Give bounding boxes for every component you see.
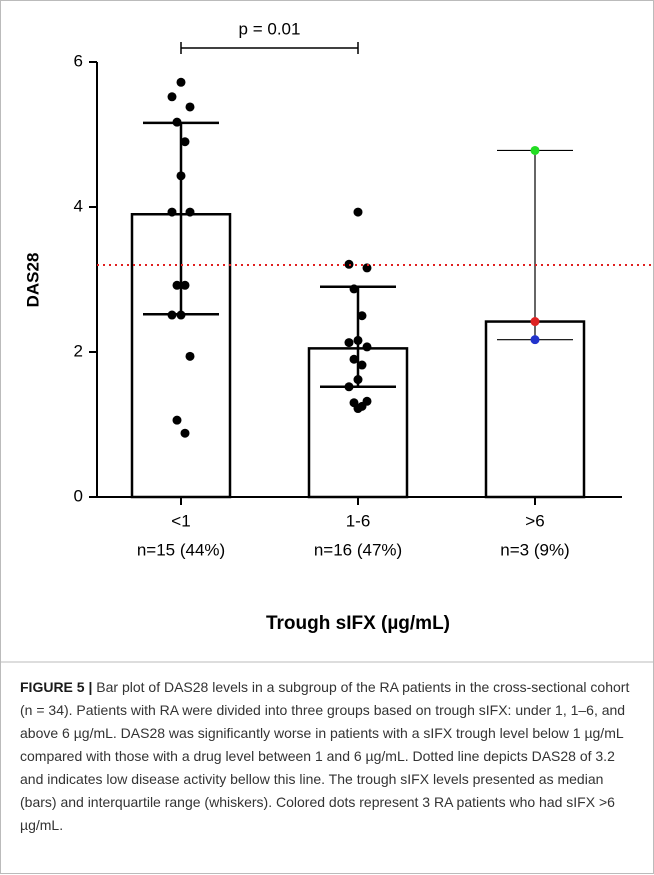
data-point <box>167 310 177 320</box>
x-tick-sublabel: n=3 (9%) <box>500 540 569 559</box>
x-tick-sublabel: n=16 (47%) <box>314 540 402 559</box>
data-point <box>344 382 354 392</box>
data-point <box>167 92 177 102</box>
x-tick-label: <1 <box>171 511 190 530</box>
data-point <box>530 317 540 327</box>
data-point <box>167 207 177 217</box>
significance-label: p = 0.01 <box>239 19 301 38</box>
data-point <box>172 117 182 127</box>
data-point <box>176 171 186 181</box>
y-tick-label: 2 <box>74 341 83 360</box>
bar <box>307 347 409 499</box>
data-point <box>357 311 367 321</box>
bar <box>130 213 232 499</box>
data-point <box>530 145 540 155</box>
data-point <box>180 428 190 438</box>
caption: FIGURE 5 | Bar plot of DAS28 levels in a… <box>20 676 638 837</box>
data-point <box>180 280 190 290</box>
data-point <box>362 263 372 273</box>
x-tick-label: 1-6 <box>346 511 371 530</box>
x-tick-label: >6 <box>525 511 544 530</box>
y-tick-label: 4 <box>74 196 83 215</box>
data-point <box>185 351 195 361</box>
x-axis-label: Trough sIFX (µg/mL) <box>266 613 450 634</box>
data-point <box>357 360 367 370</box>
data-point <box>172 280 182 290</box>
data-point <box>185 102 195 112</box>
data-point <box>176 310 186 320</box>
data-point <box>353 375 363 385</box>
y-axis-label: DAS28 <box>23 253 42 308</box>
data-point <box>180 137 190 147</box>
data-point <box>353 404 363 414</box>
caption-text: Bar plot of DAS28 levels in a subgroup o… <box>20 679 630 833</box>
data-point <box>349 284 359 294</box>
y-tick-label: 0 <box>74 486 83 505</box>
x-tick-sublabel: n=15 (44%) <box>137 540 225 559</box>
data-point <box>362 342 372 352</box>
data-point <box>176 77 186 87</box>
data-point <box>530 335 540 345</box>
data-point <box>349 354 359 364</box>
y-tick-label: 6 <box>74 51 83 70</box>
data-point <box>185 207 195 217</box>
data-point <box>344 338 354 348</box>
caption-label: FIGURE 5 | <box>20 679 93 695</box>
data-point <box>353 207 363 217</box>
data-point <box>172 415 182 425</box>
bar <box>484 320 586 499</box>
data-point <box>353 335 363 345</box>
